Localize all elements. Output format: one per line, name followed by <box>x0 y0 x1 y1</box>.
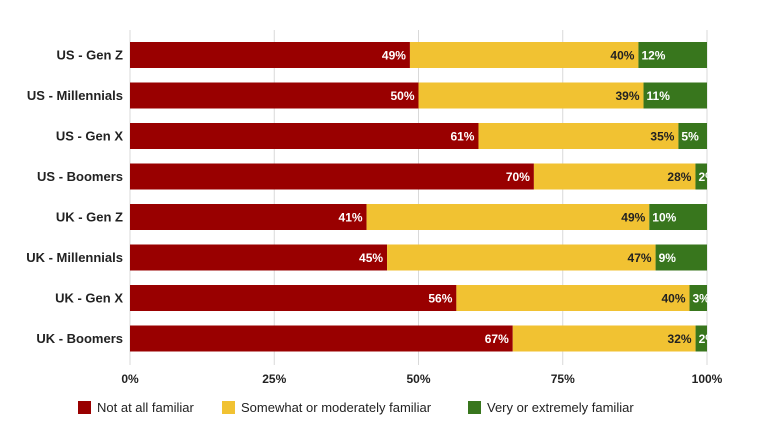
data-label: 50% <box>390 89 414 103</box>
x-tick-label: 50% <box>406 372 430 386</box>
data-label: 56% <box>428 292 452 306</box>
data-label: 40% <box>610 49 634 63</box>
data-label: 45% <box>359 251 383 265</box>
category-label: US - Gen X <box>56 129 124 144</box>
data-label: 49% <box>382 49 406 63</box>
data-label: 2% <box>699 332 717 346</box>
data-label: 61% <box>450 130 474 144</box>
bar-segment <box>409 42 639 68</box>
data-label: 32% <box>668 332 692 346</box>
data-label: 28% <box>667 170 691 184</box>
bar-segment <box>130 244 388 271</box>
data-label: 47% <box>628 251 652 265</box>
x-tick-label: 100% <box>692 372 723 386</box>
data-label: 3% <box>693 292 711 306</box>
legend-swatch <box>222 401 235 414</box>
x-tick-label: 0% <box>121 372 139 386</box>
legend-label: Somewhat or moderately familiar <box>241 400 432 415</box>
bar-segment <box>695 163 707 190</box>
bar-segment <box>130 204 367 230</box>
bar-segment <box>366 204 650 230</box>
bar-segment <box>387 244 656 271</box>
bar-segment <box>643 82 707 109</box>
bar-segment <box>418 82 644 109</box>
data-label: 67% <box>485 332 509 346</box>
data-label: 40% <box>661 292 685 306</box>
category-label: US - Millennials <box>27 88 123 103</box>
category-label: UK - Boomers <box>36 331 123 346</box>
bar-segment <box>689 285 707 311</box>
bars: 49% 40% 12% 50% 39% 11% 61% 35% 5% 70% 28% 2% 41% 49%… <box>130 42 716 352</box>
legend-swatch <box>468 401 481 414</box>
gridlines <box>129 30 708 365</box>
bar-segment <box>649 204 707 230</box>
category-label: UK - Millennials <box>26 250 123 265</box>
category-labels: US - Gen Z US - Millennials US - Gen X US -… <box>26 48 123 347</box>
data-label: 5% <box>681 130 699 144</box>
data-label: 35% <box>650 130 674 144</box>
data-label: 70% <box>506 170 530 184</box>
legend-swatch <box>78 401 91 414</box>
data-label: 2% <box>698 170 716 184</box>
bar-segment <box>638 42 707 68</box>
bar-segment <box>130 42 410 68</box>
data-label: 49% <box>621 211 645 225</box>
bar-segment <box>478 123 679 149</box>
bar-segment <box>130 163 534 190</box>
legend-label: Very or extremely familiar <box>487 400 634 415</box>
bar-segment <box>130 285 457 311</box>
legend: Not at all familiar Somewhat or moderatel… <box>78 400 634 415</box>
data-label: 41% <box>339 211 363 225</box>
bar-segment <box>512 325 696 352</box>
legend-label: Not at all familiar <box>97 400 194 415</box>
data-label: 9% <box>659 251 677 265</box>
data-label: 10% <box>652 211 676 225</box>
bar-segment <box>130 325 513 352</box>
bar-segment <box>456 285 690 311</box>
category-label: US - Gen Z <box>57 48 124 63</box>
bar-segment <box>130 82 419 109</box>
bar-segment <box>695 325 707 352</box>
bar-segment <box>678 123 707 149</box>
category-label: UK - Gen Z <box>56 210 123 225</box>
bar-segment <box>655 244 707 271</box>
x-axis-tick-labels: 0% 25% 50% 75% 100% <box>121 372 722 386</box>
category-label: UK - Gen X <box>55 291 123 306</box>
bar-segment <box>533 163 696 190</box>
data-label: 12% <box>641 49 665 63</box>
category-label: US - Boomers <box>37 169 123 184</box>
x-tick-label: 75% <box>551 372 575 386</box>
x-tick-label: 25% <box>262 372 286 386</box>
data-label: 11% <box>647 89 671 103</box>
data-label: 39% <box>615 89 639 103</box>
bar-segment <box>130 123 479 149</box>
